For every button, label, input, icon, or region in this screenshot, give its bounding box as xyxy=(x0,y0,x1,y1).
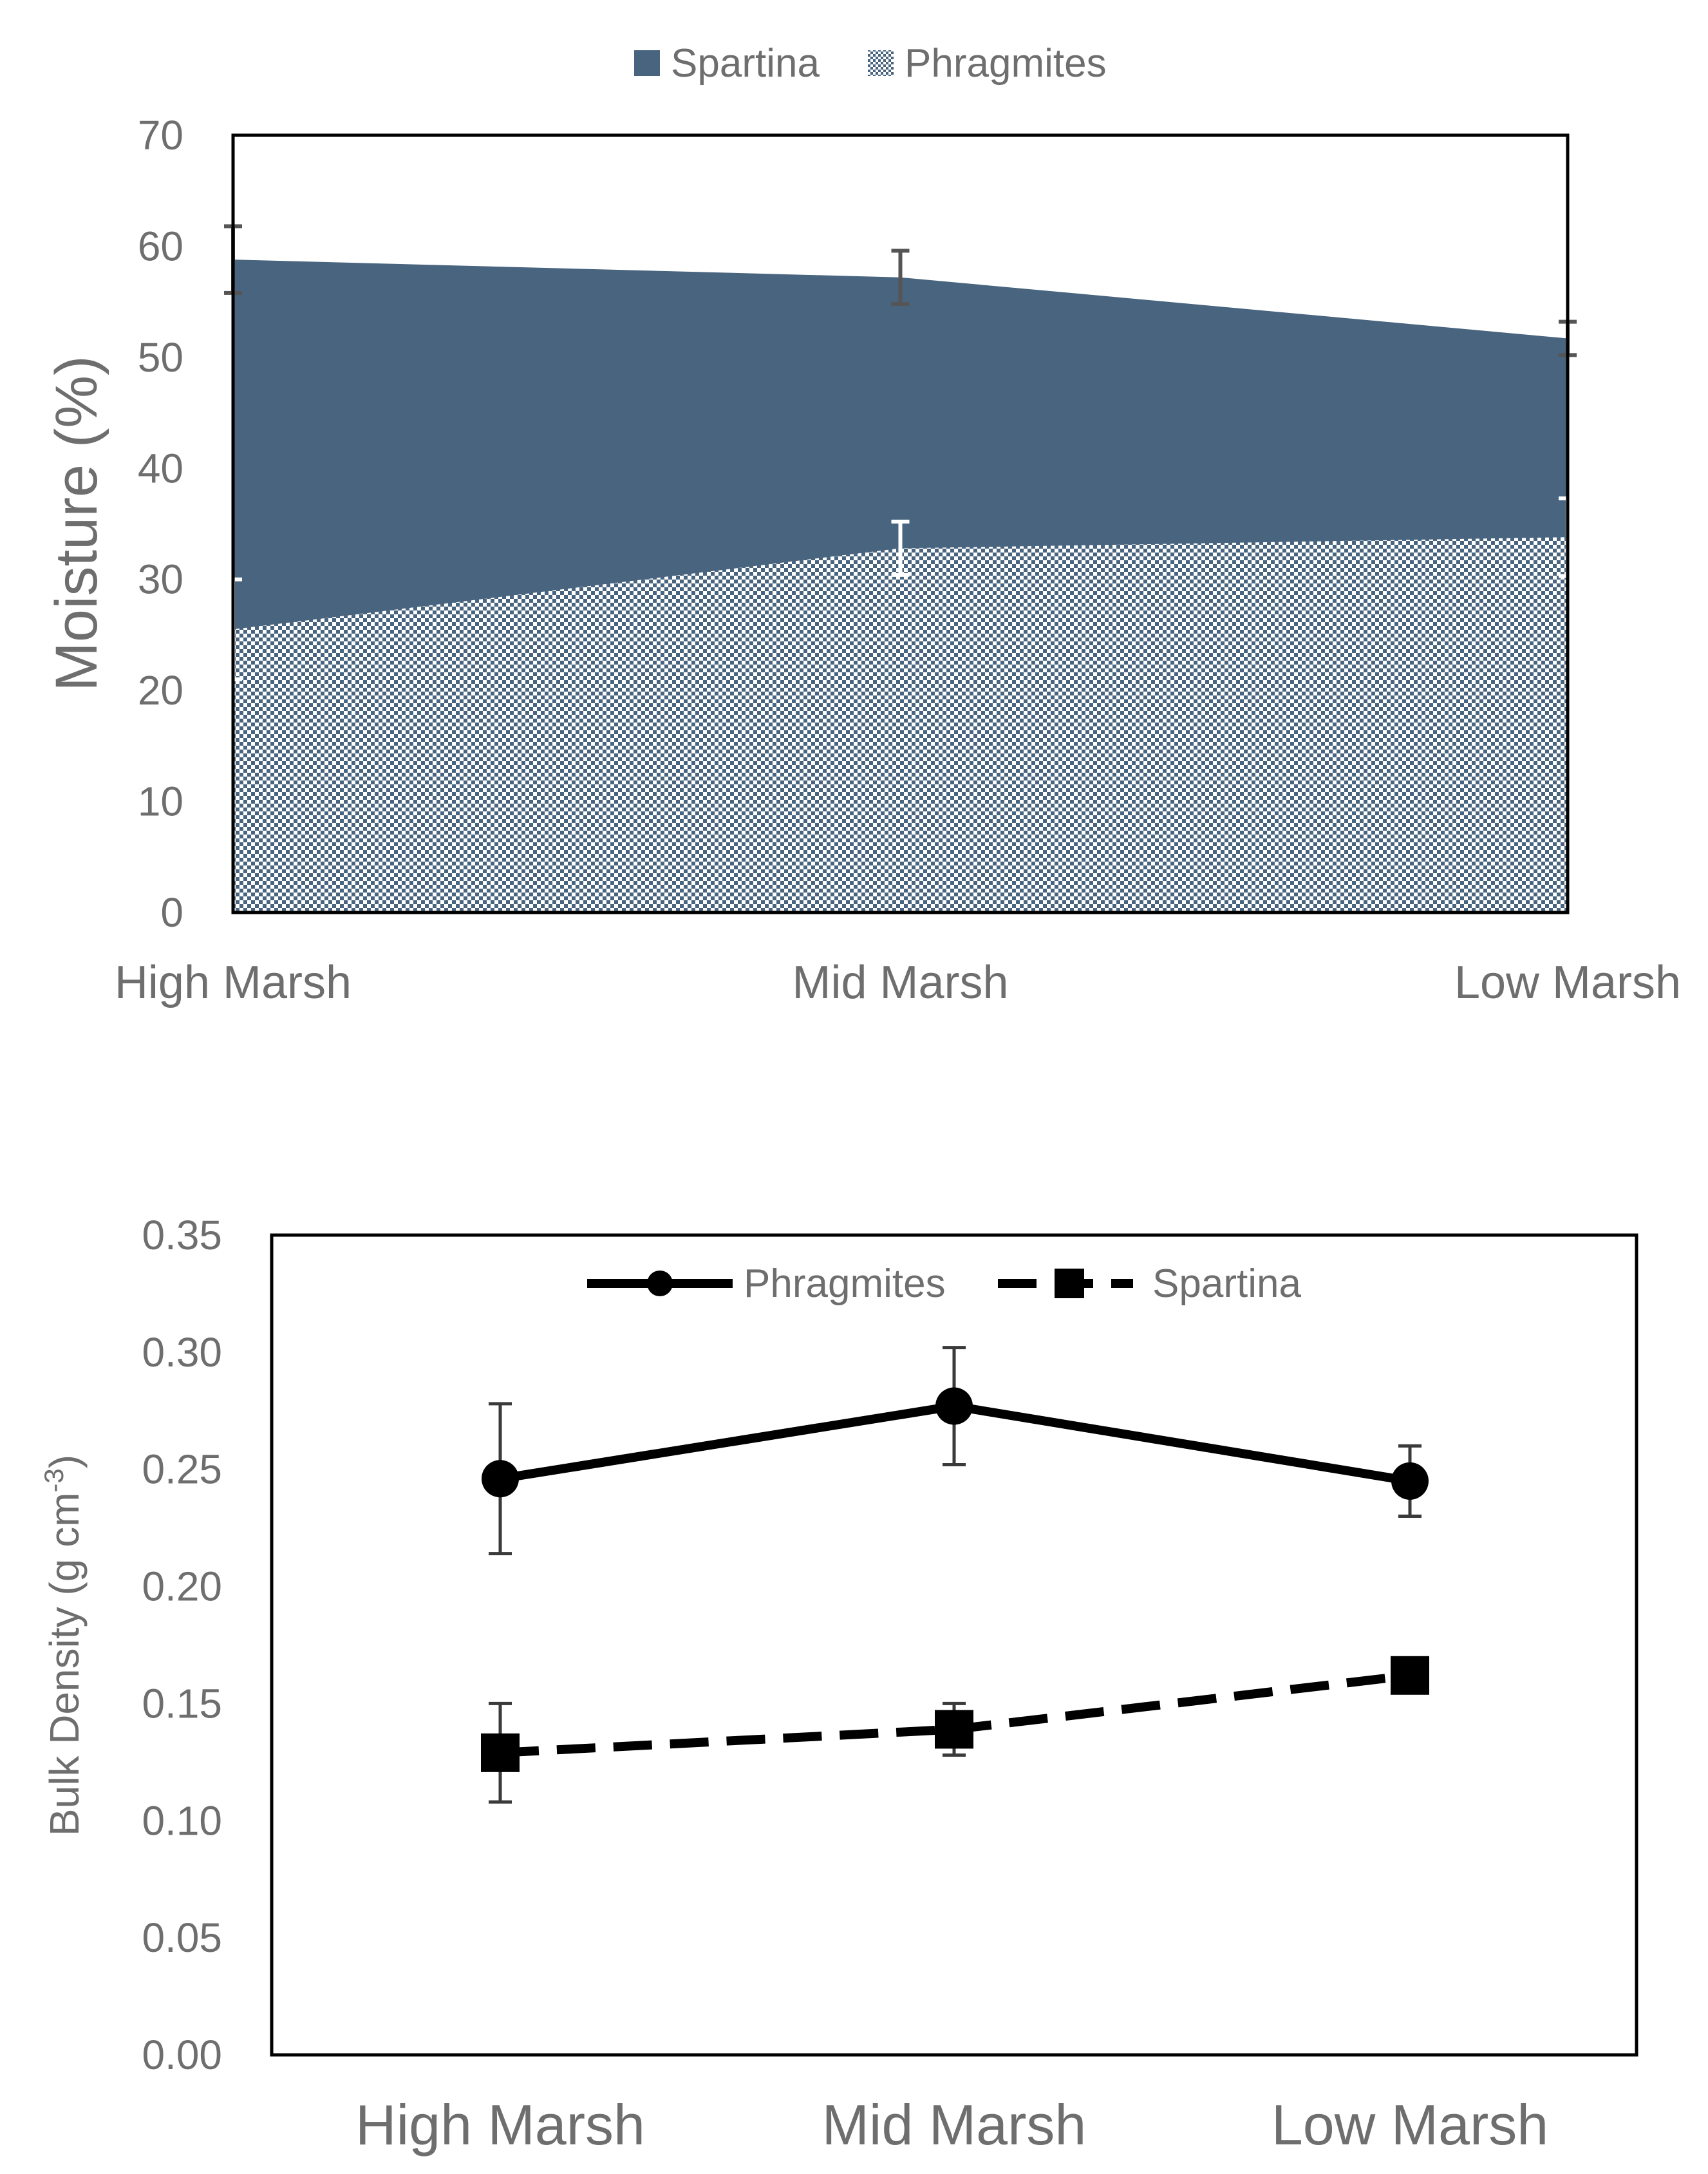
moisture-y-tick-5: 50 xyxy=(138,334,183,381)
legend-marker-spartina xyxy=(1055,1269,1084,1298)
moisture-x-tick-low-marsh: Low Marsh xyxy=(1454,957,1681,1008)
bulk-density-y-axis-label-main: Bulk Density (g cm xyxy=(41,1493,88,1836)
bulk-density-y-tick-labels: 0.00 0.05 0.10 0.15 0.20 0.25 0.30 0.35 xyxy=(142,1212,222,2078)
legend-label-spartina-2: Spartina xyxy=(1152,1262,1301,1306)
legend-label-phragmites-2: Phragmites xyxy=(744,1262,946,1306)
moisture-x-tick-labels: High Marsh Mid Marsh Low Marsh xyxy=(115,957,1681,1008)
moisture-y-tick-labels: 0 10 20 30 40 50 60 70 xyxy=(138,112,183,936)
marker-phragmites-low-marsh xyxy=(1391,1462,1429,1500)
bulk-density-y-tick-5: 0.25 xyxy=(142,1446,222,1493)
moisture-y-tick-0: 0 xyxy=(160,889,183,936)
bulk-density-y-tick-4: 0.20 xyxy=(142,1564,222,1610)
legend-swatch-phragmites xyxy=(868,50,894,76)
bulk-density-x-tick-mid-marsh: Mid Marsh xyxy=(822,2093,1087,2157)
legend-swatch-spartina xyxy=(634,50,660,76)
marker-spartina-mid-marsh xyxy=(935,1710,973,1749)
moisture-y-axis-label: Moisture (%) xyxy=(44,355,109,691)
bulk-density-y-tick-0: 0.00 xyxy=(142,2032,222,2078)
legend-label-phragmites: Phragmites xyxy=(905,41,1107,86)
bulk-density-y-tick-3: 0.15 xyxy=(142,1680,222,1726)
bulk-density-x-tick-low-marsh: Low Marsh xyxy=(1272,2093,1548,2157)
bulk-density-plot-frame xyxy=(270,1233,1638,2057)
moisture-plot-frame xyxy=(231,133,1570,914)
area-phragmites xyxy=(233,537,1568,912)
moisture-y-tick-2: 20 xyxy=(138,667,183,714)
bulk-density-legend: Phragmites Spartina xyxy=(587,1262,1301,1306)
moisture-y-tick-6: 60 xyxy=(138,223,183,269)
moisture-y-tick-4: 40 xyxy=(138,445,183,491)
legend-label-spartina: Spartina xyxy=(671,41,820,86)
moisture-x-tick-mid-marsh: Mid Marsh xyxy=(792,957,1008,1008)
bulk-density-chart: Phragmites Spartina 0.00 0.05 0.10 0.15 0.20… xyxy=(39,1212,1638,2157)
marker-phragmites-high-marsh xyxy=(482,1460,519,1498)
marker-spartina-high-marsh xyxy=(481,1733,520,1772)
bulk-density-x-tick-high-marsh: High Marsh xyxy=(355,2093,645,2157)
bulk-density-y-axis-label-end: ) xyxy=(41,1455,88,1468)
moisture-chart: Spartina Phragmites 0 10 20 30 40 50 60 70 High… xyxy=(44,41,1681,1008)
bulk-density-y-tick-2: 0.10 xyxy=(142,1797,222,1844)
marker-spartina-low-marsh xyxy=(1391,1656,1429,1695)
bulk-density-y-tick-7: 0.35 xyxy=(142,1212,222,1258)
bulk-density-x-tick-labels: High Marsh Mid Marsh Low Marsh xyxy=(355,2093,1548,2157)
bulk-density-y-axis-label-sup: -3 xyxy=(39,1468,69,1492)
bulk-density-y-tick-1: 0.05 xyxy=(142,1914,222,1961)
bulk-density-markers xyxy=(481,1387,1429,1772)
moisture-y-tick-3: 30 xyxy=(138,556,183,603)
marker-phragmites-mid-marsh xyxy=(935,1387,973,1425)
moisture-legend: Spartina Phragmites xyxy=(634,41,1107,86)
moisture-y-tick-7: 70 xyxy=(138,112,183,158)
moisture-y-tick-1: 10 xyxy=(138,779,183,825)
moisture-x-tick-high-marsh: High Marsh xyxy=(115,957,352,1008)
bulk-density-y-tick-6: 0.30 xyxy=(142,1329,222,1375)
bulk-density-y-axis-label: Bulk Density (g cm-3) xyxy=(39,1455,88,1836)
legend-marker-phragmites xyxy=(647,1271,673,1296)
